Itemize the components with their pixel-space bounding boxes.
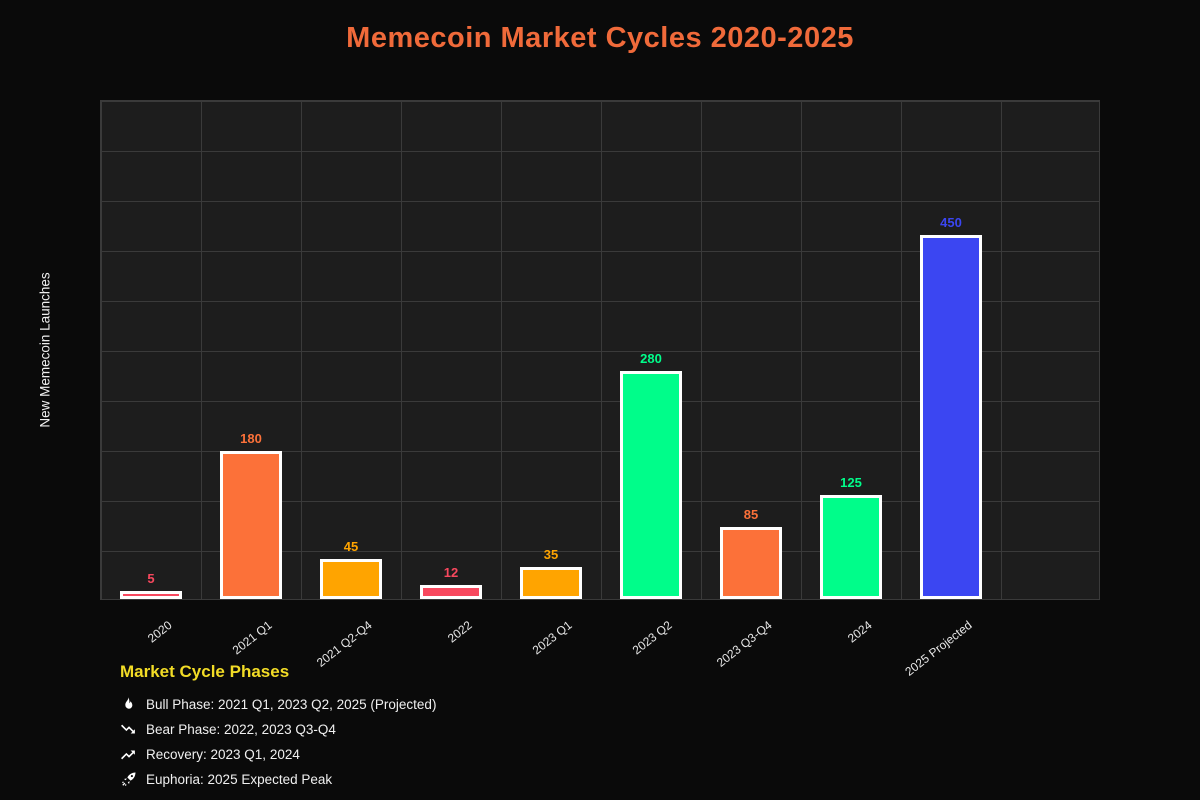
legend-item-label: Bear Phase: 2022, 2023 Q3-Q4: [146, 722, 336, 737]
bar-2024: [820, 495, 882, 599]
bar-value-label: 5: [147, 571, 155, 586]
bar-2023-q2: [620, 371, 682, 599]
legend-item: Bull Phase: 2021 Q1, 2023 Q2, 2025 (Proj…: [120, 692, 436, 717]
legend: Market Cycle Phases Bull Phase: 2021 Q1,…: [120, 662, 436, 792]
bar-2023-q1: [520, 567, 582, 599]
x-tick-label: 2023 Q1: [529, 618, 575, 658]
legend-item-label: Bull Phase: 2021 Q1, 2023 Q2, 2025 (Proj…: [146, 697, 437, 712]
rocket-icon: [120, 771, 137, 788]
bar-value-label: 45: [343, 539, 359, 554]
x-tick-label: 2025 Projected: [902, 618, 975, 679]
bar-value-label: 450: [940, 215, 962, 230]
legend-title: Market Cycle Phases: [120, 662, 290, 681]
bar-value-label: 125: [840, 475, 862, 490]
x-tick-label: 2023 Q2: [629, 618, 675, 658]
legend-item: Recovery: 2023 Q1, 2024: [120, 742, 436, 767]
legend-item: Bear Phase: 2022, 2023 Q3-Q4: [120, 717, 436, 742]
bar-value-label: 180: [240, 431, 262, 446]
bar-value-label: 85: [743, 507, 759, 522]
x-tick-label: 2024: [844, 618, 875, 646]
y-axis-label: New Memecoin Launches: [37, 272, 53, 428]
fire-icon: [120, 696, 137, 713]
bar-value-label: 35: [543, 547, 559, 562]
legend-item: Euphoria: 2025 Expected Peak: [120, 767, 436, 792]
bar-2021-q1: [220, 451, 282, 599]
chart-up-icon: [120, 746, 137, 763]
bar-value-label: 12: [443, 565, 459, 581]
legend-item-label: Euphoria: 2025 Expected Peak: [146, 772, 333, 787]
bar-value-label: 280: [640, 351, 662, 366]
bar-2023-q3-q4: [720, 527, 782, 599]
legend-item-label: Recovery: 2023 Q1, 2024: [146, 747, 300, 762]
chart-down-icon: [120, 721, 137, 738]
chart-title: Memecoin Market Cycles 2020-2025: [346, 22, 854, 54]
bar-2025-projected: [920, 235, 982, 599]
plot-area: 5 180 45 12 35 280 85 125 450: [100, 100, 1100, 600]
x-tick-label: 2022: [444, 618, 475, 646]
bar-2021-q2-q4: [320, 559, 382, 599]
x-tick-label: 2020: [144, 618, 175, 646]
bar-2022: [420, 585, 482, 599]
x-tick-label: 2023 Q3-Q4: [713, 618, 775, 670]
x-tick-label: 2021 Q1: [229, 618, 275, 658]
bar-2020: [120, 591, 182, 599]
